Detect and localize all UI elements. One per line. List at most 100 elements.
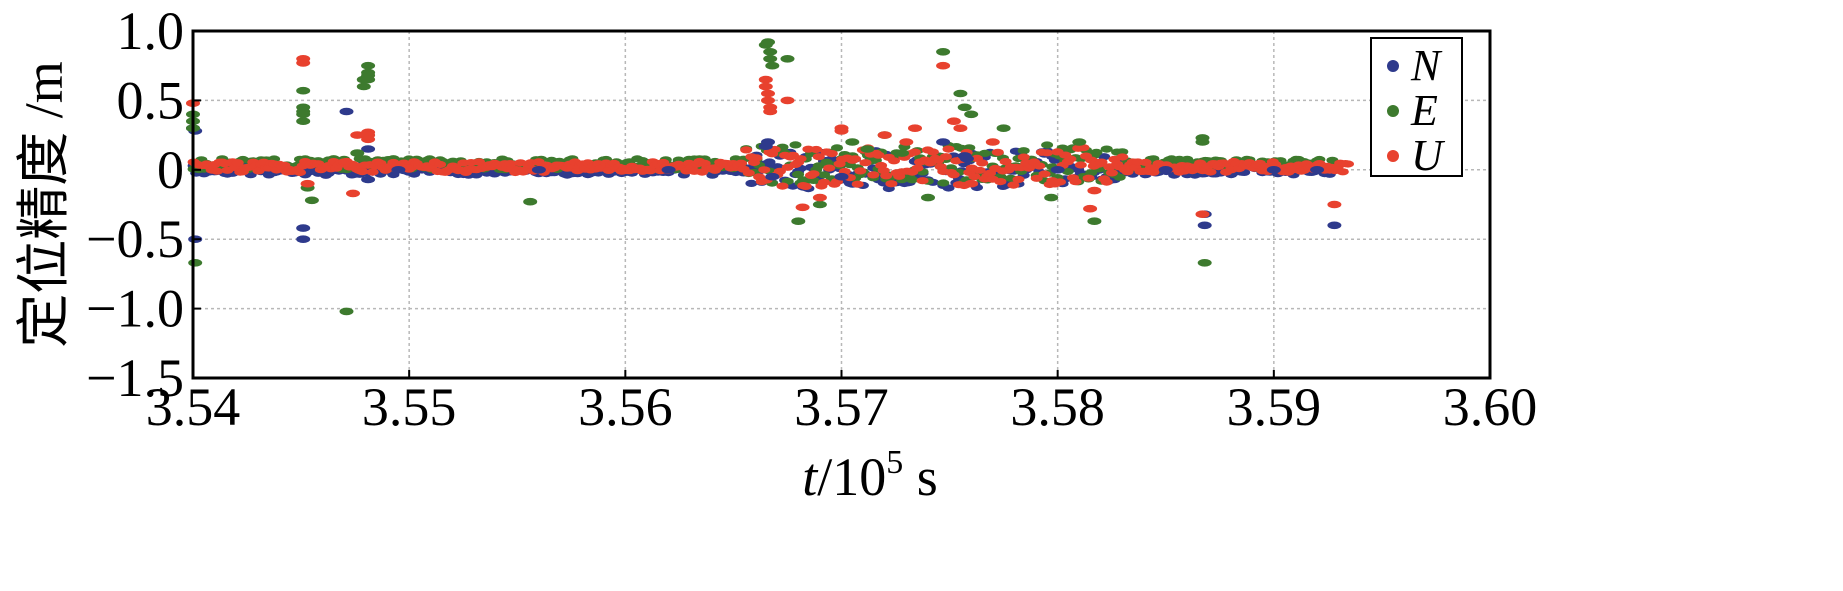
data-point-E	[304, 196, 319, 205]
band-point-U	[851, 180, 864, 188]
band-point-U	[211, 167, 223, 175]
data-point-U	[763, 107, 778, 116]
data-point-E	[895, 149, 909, 157]
data-point-U	[350, 131, 365, 139]
band-point-U	[776, 182, 789, 190]
data-point-N	[1327, 221, 1342, 230]
outliers-U	[186, 55, 1342, 218]
data-point-E	[1087, 217, 1102, 225]
x-axis-ticks: 3.54 3.55 3.56 3.57 3.58 3.59 3.60	[146, 370, 1538, 437]
data-point-N	[1158, 166, 1173, 174]
band-point-U	[1095, 158, 1108, 166]
band-point-E	[792, 170, 805, 178]
y-tick-label: −1.5	[86, 348, 184, 408]
band-point-U	[1105, 169, 1118, 177]
data-point-N	[761, 138, 775, 146]
data-points	[186, 38, 1354, 316]
band-point-U	[849, 155, 862, 163]
band-point-U	[880, 172, 893, 180]
data-point-U	[834, 127, 849, 135]
data-point-E	[296, 117, 311, 125]
band-point-U	[1069, 178, 1082, 186]
legend: NEU	[1370, 37, 1463, 180]
band-point-E	[906, 176, 919, 184]
band-point-U	[818, 178, 830, 186]
data-point-U	[964, 179, 979, 188]
data-point-U	[758, 82, 773, 91]
band-point-U	[434, 160, 447, 169]
band-point-U	[742, 169, 755, 177]
band-point-E	[978, 149, 991, 157]
band-point-U	[973, 166, 986, 174]
data-point-N	[296, 224, 311, 232]
band-point-U	[888, 157, 900, 165]
data-point-U	[296, 59, 311, 67]
y-tick-label: 1.0	[117, 1, 185, 61]
band-point-U	[999, 158, 1012, 166]
band-point-E	[1090, 148, 1103, 156]
band-point-U	[823, 164, 836, 172]
band-point-U	[947, 171, 960, 179]
x-tick-label: 3.58	[1010, 377, 1105, 437]
band-point-U	[1082, 174, 1095, 182]
data-point-E	[1072, 138, 1087, 146]
x-tick-label: 3.57	[794, 377, 889, 437]
data-point-U	[936, 61, 951, 70]
data-point-E	[791, 217, 806, 225]
legend-label-E: E	[1410, 86, 1438, 135]
data-point-N	[1050, 166, 1065, 174]
band-point-U	[1054, 178, 1066, 186]
band-point-U	[1041, 149, 1054, 157]
band-point-N	[1098, 153, 1111, 161]
y-axis-title: 定位精度 /m	[14, 61, 74, 348]
band-point-U	[968, 173, 981, 181]
data-point-U	[1327, 200, 1342, 209]
data-point-E	[812, 200, 827, 209]
band-point-U	[799, 182, 812, 190]
band-point-U	[1077, 144, 1090, 152]
data-point-E	[1197, 259, 1212, 267]
y-tick-label: −1.0	[86, 279, 184, 339]
band-point-U	[758, 166, 771, 174]
outliers-E	[186, 38, 1212, 316]
data-point-E	[1195, 138, 1210, 146]
band-point-U	[872, 151, 885, 159]
band-point-N	[745, 179, 758, 187]
legend-marker-U	[1387, 150, 1399, 162]
x-tick-label: 3.60	[1443, 377, 1538, 437]
x-axis-title-s: s	[903, 447, 938, 507]
data-point-N	[361, 175, 376, 184]
data-point-E	[953, 89, 968, 98]
band-point-E	[937, 179, 950, 187]
data-point-U	[300, 179, 315, 188]
y-tick-label: 0	[157, 140, 184, 200]
band-point-U	[859, 159, 872, 167]
x-tick-label: 3.54	[146, 377, 241, 437]
band-point-U	[976, 159, 989, 167]
data-point-E	[339, 307, 354, 316]
data-point-E	[763, 55, 778, 63]
data-point-N	[1266, 166, 1281, 174]
band-point-U	[1204, 168, 1217, 176]
band-point-E	[789, 141, 802, 149]
data-point-N	[1197, 221, 1212, 230]
band-point-U	[926, 148, 939, 156]
data-point-N	[1310, 166, 1325, 174]
legend-marker-N	[1387, 60, 1399, 72]
data-point-U	[899, 138, 914, 146]
band-point-U	[1139, 158, 1152, 166]
data-point-E	[936, 48, 951, 56]
band-point-U	[1064, 155, 1077, 163]
data-point-E	[296, 86, 311, 95]
x-axis-title: t/105 s	[802, 444, 938, 507]
band-point-U	[1074, 161, 1087, 169]
band-point-U	[812, 153, 825, 161]
data-point-E	[957, 103, 972, 112]
series-U	[187, 144, 1354, 190]
band-point-E	[1100, 145, 1113, 153]
band-point-U	[750, 154, 763, 162]
band-point-U	[1336, 168, 1349, 176]
band-point-U	[867, 171, 880, 179]
band-point-E	[1113, 173, 1126, 181]
band-point-U	[854, 167, 867, 175]
